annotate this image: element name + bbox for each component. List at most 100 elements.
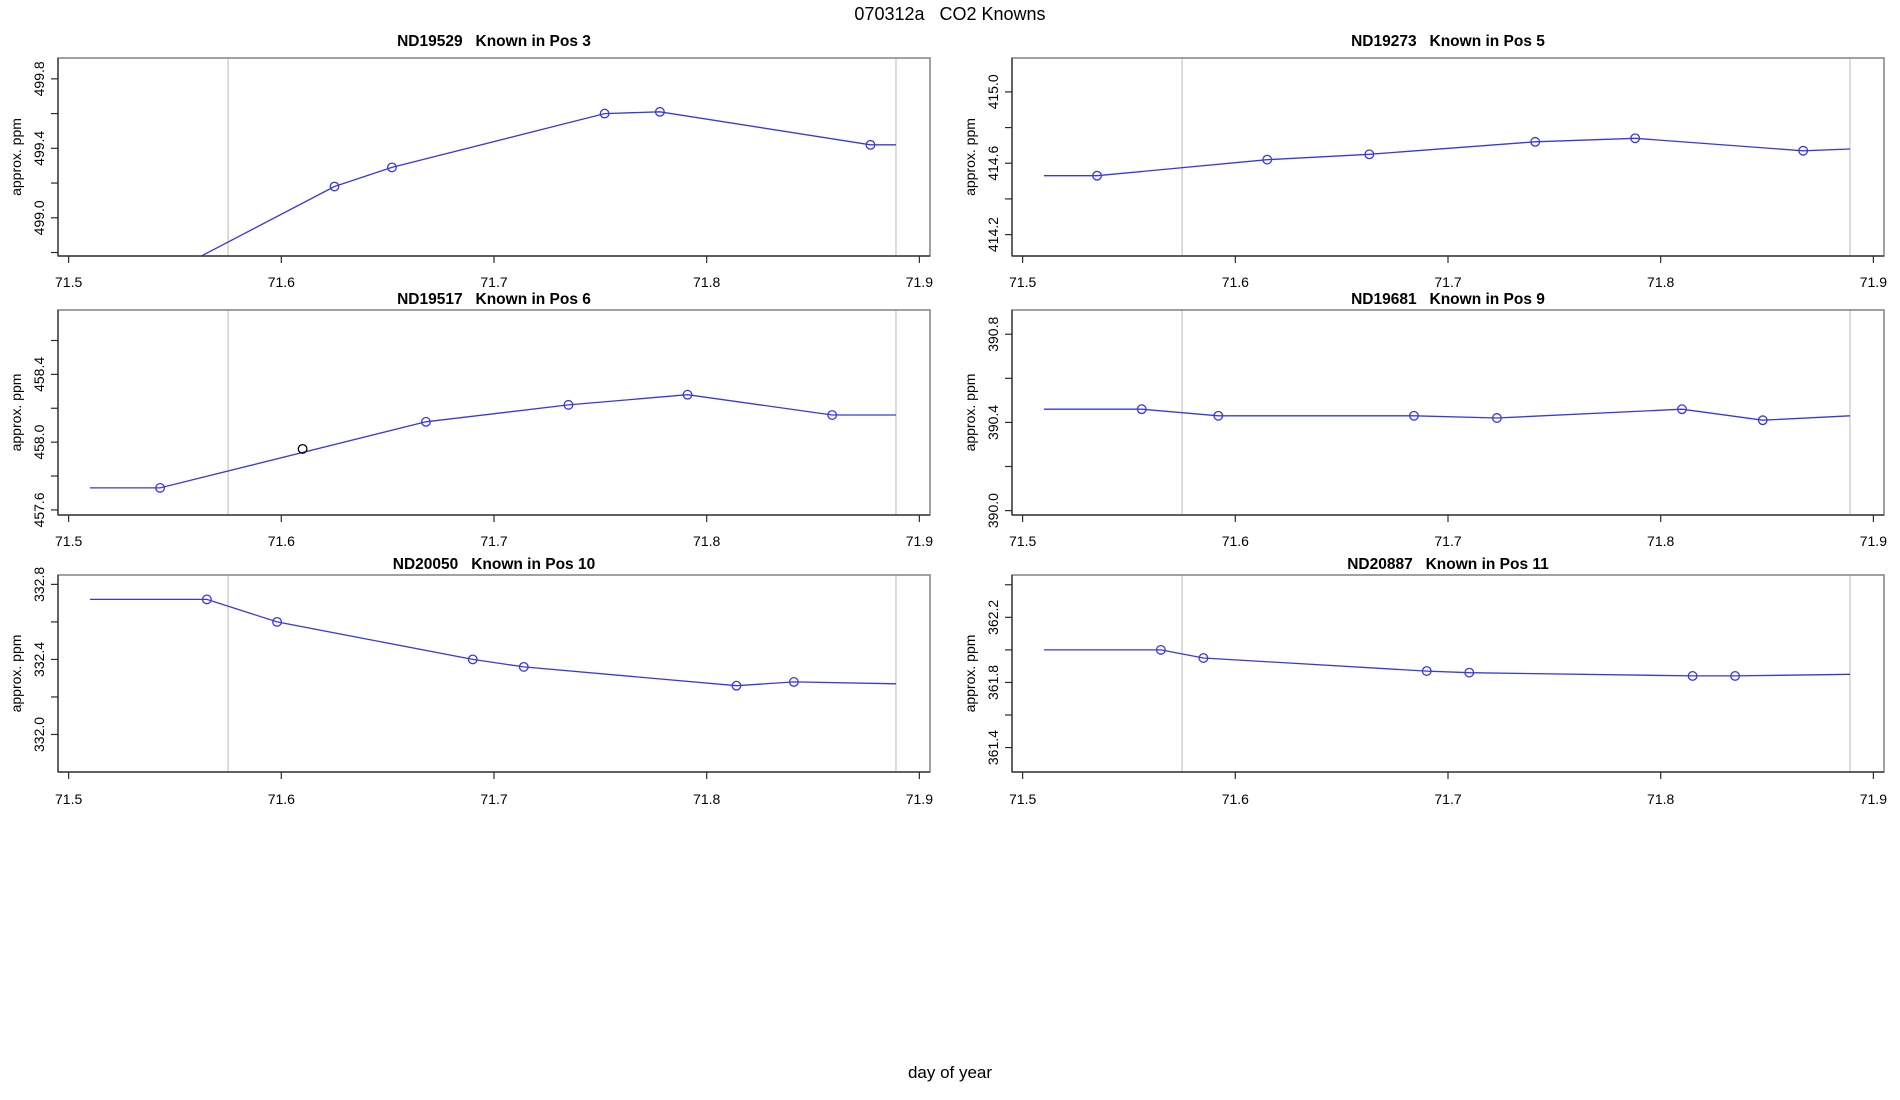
y-axis-title: approx. ppm [962,635,978,713]
panel-title: ND19273 Known in Pos 5 [1351,33,1545,50]
x-tick-label: 71.9 [906,533,933,549]
plot-box [57,574,931,773]
data-point-marker [682,389,693,400]
y-tick-label: 499.0 [31,200,47,235]
x-tick-label: 71.9 [906,791,933,807]
x-tick-label: 71.6 [1222,791,1249,807]
x-tick-label: 71.7 [480,533,507,549]
plot-nd19681: 71.5 71.6 71.7 71.8 71.9 390.0 390.4 390.8 appro… [962,291,1887,549]
data-point-marker [1213,410,1224,421]
data-point-marker [731,680,742,691]
data-point-marker [1798,145,1809,156]
x-tick-label: 71.8 [1647,791,1674,807]
plot-nd19529: 71.5 71.6 71.7 71.8 71.9 499.0 499.4 499.8 appro… [8,33,933,290]
x-tick-label: 71.7 [1434,791,1461,807]
y-tick-label: 499.4 [31,131,47,166]
y-tick-label: 361.8 [985,665,1001,700]
y-axis-title: approx. ppm [962,118,978,196]
data-point-marker [1530,136,1541,147]
y-tick-label: 390.4 [985,405,1001,440]
x-tick-label: 71.5 [1009,533,1036,549]
plot-nd19517: 71.5 71.6 71.7 71.8 71.9 457.6 458.0 458.4 appro… [8,291,933,549]
data-point-marker [1136,404,1147,415]
data-point-marker [329,181,340,192]
page-title: 070312a CO2 Knowns [854,4,1046,24]
y-tick-label: 362.2 [985,600,1001,635]
y-tick-label: 414.6 [985,146,1001,181]
data-point-marker [155,482,166,493]
data-point-marker [1409,410,1419,421]
panel-title: ND19517 Known in Pos 6 [397,291,591,308]
series-line [1043,408,1851,421]
y-tick-label: 390.8 [985,317,1001,352]
x-tick-label: 71.9 [906,274,933,290]
x-tick-label: 71.7 [1434,533,1461,549]
x-tick-label: 71.6 [268,533,295,549]
y-tick-label: 499.8 [31,61,47,96]
data-point-marker [467,654,478,665]
panel-title: ND19681 Known in Pos 9 [1351,291,1545,308]
x-tick-label: 71.8 [693,791,720,807]
data-point-marker [599,108,610,119]
y-tick-label: 458.0 [31,424,47,459]
data-point-marker [563,399,574,410]
plot-nd20050: 71.5 71.6 71.7 71.8 71.9 332.0 332.4 332.8 appro… [8,556,933,807]
y-tick-label: 332.8 [31,567,47,602]
data-point-marker [788,676,799,687]
y-tick-label: 415.0 [985,74,1001,109]
plot-box [1011,309,1885,516]
data-point-marker [1687,670,1698,681]
series-line [1043,137,1851,177]
data-point-marker [1730,670,1741,681]
data-point-marker [1364,149,1375,160]
data-point-marker [1262,154,1273,165]
x-tick-label: 71.8 [1647,274,1674,290]
data-point-marker [420,416,431,427]
plot-nd19273: 71.5 71.6 71.7 71.8 71.9 414.2 414.6 415.0 appro… [962,33,1887,290]
x-tick-label: 71.8 [693,274,720,290]
x-tick-label: 71.8 [1647,533,1674,549]
data-point-marker [1464,667,1475,678]
x-tick-label: 71.7 [480,791,507,807]
y-tick-label: 458.4 [31,357,47,392]
y-tick-label: 332.4 [31,642,47,677]
panel-title: ND20050 Known in Pos 10 [393,556,595,573]
plot-box [57,309,931,516]
data-point-marker [1630,133,1641,144]
data-point-marker [386,162,397,173]
data-point-marker [1421,666,1432,677]
y-tick-label: 361.4 [985,730,1001,765]
x-tick-label: 71.5 [1009,791,1036,807]
x-tick-label: 71.9 [1860,274,1887,290]
x-axis-title: day of year [907,1063,993,1082]
data-point-marker [518,661,529,672]
data-point-marker [1155,644,1166,655]
plot-box [57,57,931,257]
x-tick-label: 71.5 [55,533,82,549]
y-axis-title: approx. ppm [8,635,24,713]
panel-title: ND20887 Known in Pos 11 [1347,556,1549,573]
x-tick-label: 71.5 [55,791,82,807]
series-line [1043,649,1851,677]
y-axis-title: approx. ppm [962,374,978,452]
data-point-marker [1677,404,1687,415]
data-point-marker [1092,170,1103,181]
data-point-marker [272,616,283,627]
y-tick-label: 332.0 [31,717,47,752]
data-point-marker [654,106,665,117]
y-tick-label: 414.2 [985,217,1001,252]
x-tick-label: 71.5 [1009,274,1036,290]
x-tick-label: 71.6 [1222,274,1249,290]
series-line [199,111,896,256]
plot-box [1011,57,1885,257]
series-line [89,598,897,687]
plot-nd20887: 71.5 71.6 71.7 71.8 71.9 361.4 361.8 362.2 appro… [962,556,1887,807]
x-tick-label: 71.5 [55,274,82,290]
plot-box [1011,574,1885,773]
data-point-marker [201,594,212,605]
y-tick-label: 390.0 [985,493,1001,528]
data-point-marker [827,410,838,420]
y-axis-title: approx. ppm [8,374,24,452]
